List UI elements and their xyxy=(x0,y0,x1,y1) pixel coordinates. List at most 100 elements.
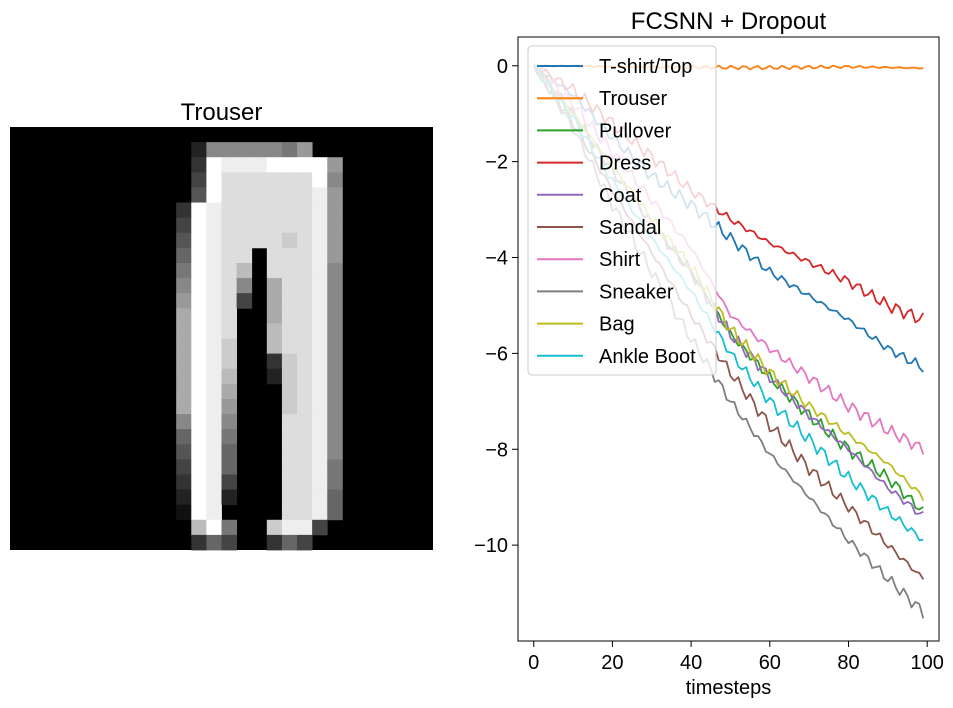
image-pixel xyxy=(281,353,298,370)
image-pixel xyxy=(297,232,313,249)
image-pixel xyxy=(191,459,207,475)
legend-label: Shirt xyxy=(599,249,641,271)
image-pixel xyxy=(221,293,238,309)
image-pixel xyxy=(297,398,313,415)
image-pixel xyxy=(221,232,238,249)
image-pixel xyxy=(327,172,343,188)
image-pixel xyxy=(251,202,268,219)
y-axis: 0 −2 −4 −6 −8 −10 xyxy=(474,56,518,557)
chart-title: FCSNN + Dropout xyxy=(631,8,827,35)
image-pixel xyxy=(206,459,222,475)
chart-panel: FCSNN + Dropout 0 20 40 60 80 100 0 −2 −4 −6 −8 −1… xyxy=(474,8,944,699)
image-pixel xyxy=(206,278,222,294)
image-pixel xyxy=(191,278,207,294)
image-pixel xyxy=(191,338,207,355)
image-pixel xyxy=(176,247,192,264)
image-pixel xyxy=(327,293,343,309)
image-pixel xyxy=(297,534,313,551)
image-pixel xyxy=(312,323,328,339)
image-pixel xyxy=(266,187,283,203)
image-pixel xyxy=(236,217,253,234)
image-pixel xyxy=(266,142,283,158)
image-pixel xyxy=(176,232,192,249)
image-pixel xyxy=(206,489,222,506)
image-pixel xyxy=(327,398,343,415)
image-pixel xyxy=(221,247,238,264)
image-pixel xyxy=(281,383,298,400)
image-pixel xyxy=(176,474,192,490)
image-pixel xyxy=(266,519,283,536)
image-pixel xyxy=(281,217,298,234)
image-pixel xyxy=(176,444,192,460)
x-tick-label: 80 xyxy=(837,652,859,674)
image-pixel xyxy=(281,293,298,309)
image-pixel xyxy=(281,187,298,203)
image-pixel xyxy=(327,474,343,490)
image-pixel xyxy=(281,368,298,385)
image-pixel xyxy=(297,262,313,279)
image-pixel xyxy=(327,308,343,324)
image-pixel xyxy=(191,308,207,324)
x-axis-label: timesteps xyxy=(686,677,772,699)
image-pixel xyxy=(281,278,298,294)
image-pixel xyxy=(297,247,313,264)
image-pixel xyxy=(221,368,238,385)
image-pixel xyxy=(327,187,343,203)
image-pixel xyxy=(266,368,283,385)
image-pixel xyxy=(191,383,207,400)
image-pixel xyxy=(221,429,238,445)
image-pixel xyxy=(176,414,192,430)
image-pixel xyxy=(327,504,343,521)
x-axis: 0 20 40 60 80 100 xyxy=(528,641,944,674)
image-pixel xyxy=(236,232,253,249)
legend-label: Coat xyxy=(599,185,642,207)
image-pixel xyxy=(281,489,298,506)
legend-label: Sandal xyxy=(599,217,661,239)
image-pixel xyxy=(312,278,328,294)
image-pixel xyxy=(312,293,328,309)
x-tick-label: 60 xyxy=(759,652,781,674)
image-pixel xyxy=(176,353,192,370)
image-pixel xyxy=(327,262,343,279)
image-pixel xyxy=(312,398,328,415)
image-pixel xyxy=(251,142,268,158)
image-pixel xyxy=(176,398,192,415)
image-pixel xyxy=(266,323,283,339)
image-pixel xyxy=(327,429,343,445)
image-pixel xyxy=(266,172,283,188)
y-tick-label: −6 xyxy=(485,343,508,365)
image-pixel xyxy=(176,383,192,400)
image-pixel xyxy=(312,459,328,475)
image-pixel xyxy=(297,217,313,234)
image-pixel xyxy=(281,172,298,188)
image-pixel xyxy=(176,429,192,445)
image-pixel xyxy=(327,414,343,430)
image-pixel xyxy=(266,217,283,234)
image-pixel xyxy=(297,504,313,521)
image-pixel xyxy=(281,232,298,249)
image-pixel xyxy=(206,247,222,264)
image-pixel xyxy=(297,429,313,445)
image-pixel xyxy=(191,172,207,188)
image-pixel xyxy=(206,353,222,370)
image-pixel xyxy=(236,278,253,294)
image-pixel xyxy=(327,383,343,400)
image-pixel xyxy=(327,444,343,460)
y-tick-label: −2 xyxy=(485,152,508,174)
image-pixel xyxy=(281,414,298,430)
image-pixel xyxy=(206,172,222,188)
image-pixel xyxy=(206,308,222,324)
image-pixel xyxy=(266,308,283,324)
image-pixel xyxy=(281,308,298,324)
image-pixel xyxy=(206,383,222,400)
image-pixel xyxy=(297,323,313,339)
image-pixel xyxy=(206,232,222,249)
image-pixel xyxy=(312,368,328,385)
image-pixel xyxy=(191,202,207,219)
image-pixel xyxy=(221,262,238,279)
image-pixel xyxy=(236,157,253,173)
image-pixel xyxy=(221,172,238,188)
image-pixel xyxy=(206,444,222,460)
image-pixel xyxy=(266,293,283,309)
image-pixel xyxy=(312,247,328,264)
